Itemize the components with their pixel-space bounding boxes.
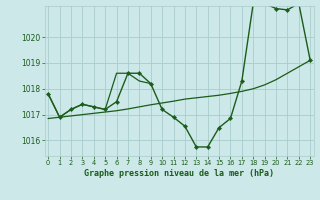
X-axis label: Graphe pression niveau de la mer (hPa): Graphe pression niveau de la mer (hPa) xyxy=(84,169,274,178)
